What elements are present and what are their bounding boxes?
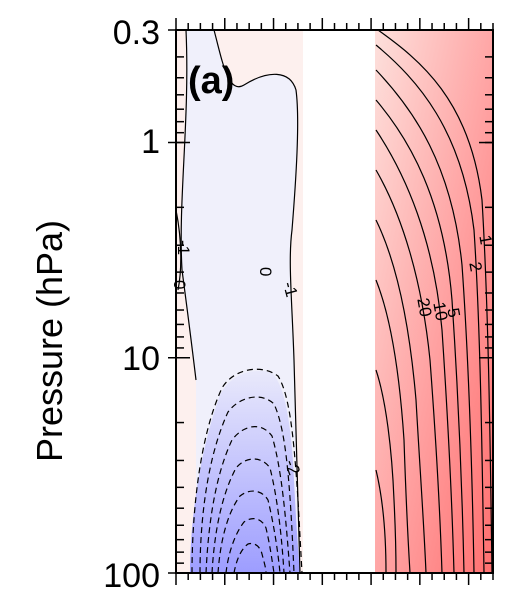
- positive-contours: [375, 30, 493, 573]
- contour-pos-5: [375, 129, 455, 573]
- contour-label-plus2: 2: [465, 260, 485, 273]
- contour-pos-1: [377, 30, 493, 573]
- tick-marks: [168, 18, 494, 585]
- contour-labels: 0 0 -1 -1 -2 1 2 5 10 20: [170, 233, 496, 477]
- contour-label-minus1-b: -1: [279, 280, 301, 300]
- contour-pos-10: [375, 469, 387, 573]
- blank-band: [303, 30, 375, 573]
- y-axis-title: Pressure (hPa): [29, 220, 70, 462]
- contour-label-zero-a: 0: [170, 280, 189, 289]
- contour-neg-6: [225, 518, 275, 573]
- contour-neg-2: [199, 396, 295, 573]
- contour-zero-right: [213, 30, 301, 573]
- contour-label-plus5: 5: [443, 306, 463, 319]
- contour-pos-3: [375, 69, 475, 573]
- contour-neg-5: [217, 490, 281, 573]
- contour-label-minus1-a: -1: [174, 240, 193, 255]
- contour-neg-1: [191, 368, 303, 573]
- ytick-label-0: 0.3: [113, 14, 160, 52]
- contour-neg-7: [233, 542, 267, 573]
- contour-pos-8: [375, 279, 411, 573]
- contour-zero-left: [180, 30, 197, 381]
- contour-label-minus2: -2: [281, 457, 304, 478]
- contour-minus-one-left: [176, 209, 182, 291]
- contour-pos-7: [375, 219, 427, 573]
- negative-contours: [191, 368, 303, 573]
- ytick-label-3: 100: [103, 557, 160, 589]
- contour-pos-6: [375, 169, 443, 573]
- contour-neg-3: [205, 426, 291, 573]
- contour-label-zero-b: 0: [256, 267, 275, 276]
- ytick-label-1: 1: [141, 123, 160, 161]
- positive-region: [375, 30, 493, 573]
- contour-label-plus10: 10: [429, 300, 451, 322]
- ytick-label-2: 10: [122, 340, 160, 378]
- contour-label-plus20: 20: [413, 296, 435, 318]
- zero-contours: [176, 30, 301, 573]
- contour-pos-4: [375, 99, 465, 573]
- plot-area: [176, 30, 493, 573]
- contour-pos-9: [375, 369, 397, 573]
- contour-pos-2: [375, 44, 485, 573]
- contour-label-plus1: 1: [475, 233, 495, 246]
- panel-label: (a): [188, 60, 234, 102]
